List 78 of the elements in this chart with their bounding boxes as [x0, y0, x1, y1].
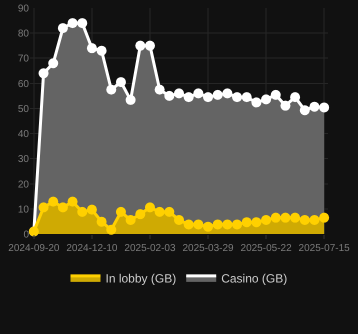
point — [270, 212, 281, 223]
x-tick-label: 2025-02-03 — [124, 243, 176, 254]
point — [270, 90, 281, 100]
point — [96, 216, 107, 227]
x-tick-label: 2024-09-20 — [8, 243, 60, 254]
y-tick-label: 10 — [18, 204, 30, 216]
x-tick-label: 2025-03-29 — [182, 243, 234, 254]
point — [290, 212, 300, 223]
point — [96, 46, 107, 56]
point — [68, 196, 78, 207]
point — [86, 43, 97, 54]
point — [116, 206, 126, 217]
point — [280, 100, 290, 111]
point — [77, 206, 88, 217]
point — [222, 88, 232, 98]
y-tick-label: 50 — [18, 104, 30, 115]
legend-label: Casino (GB) — [221, 272, 288, 286]
y-tick-label: 90 — [18, 4, 30, 14]
point — [251, 217, 262, 228]
y-tick-label: 70 — [18, 54, 30, 65]
point — [116, 77, 126, 88]
point — [48, 196, 58, 207]
y-tick-label: 60 — [18, 78, 30, 90]
point — [203, 92, 214, 102]
point — [174, 88, 184, 98]
point — [86, 204, 97, 215]
point — [174, 214, 184, 225]
point — [144, 40, 155, 51]
point — [319, 212, 330, 223]
point — [212, 219, 223, 230]
point — [300, 214, 310, 225]
point — [154, 206, 165, 217]
point — [144, 202, 155, 212]
point — [232, 92, 242, 102]
point — [58, 23, 68, 34]
point — [309, 214, 320, 225]
point — [48, 58, 58, 68]
point — [212, 90, 223, 100]
point — [135, 40, 146, 51]
point — [68, 18, 78, 28]
y-tick-label: 0 — [23, 230, 30, 240]
point — [290, 92, 300, 102]
point — [126, 214, 136, 225]
point — [232, 219, 242, 230]
y-tick-label: 20 — [18, 179, 30, 190]
point — [106, 224, 116, 235]
point — [106, 84, 116, 95]
point — [193, 88, 204, 98]
point — [58, 202, 68, 212]
point — [184, 219, 194, 230]
point — [135, 209, 146, 220]
y-tick-label: 30 — [18, 154, 30, 166]
point — [126, 94, 136, 105]
point — [280, 212, 290, 223]
point — [242, 217, 252, 228]
point — [184, 92, 194, 102]
point — [164, 90, 174, 101]
point — [309, 102, 320, 112]
y-tick-label: 80 — [18, 28, 30, 40]
point — [261, 94, 272, 104]
point — [300, 105, 310, 116]
point — [203, 222, 214, 232]
point — [222, 219, 232, 230]
x-tick-label: 2025-07-15 — [298, 243, 350, 254]
x-tick-label: 2025-05-22 — [240, 243, 292, 254]
point — [242, 92, 252, 102]
point — [261, 214, 272, 225]
legend-label: In lobby (GB) — [106, 272, 176, 286]
point — [154, 84, 165, 95]
x-tick-label: 2024-12-10 — [66, 243, 118, 254]
y-tick-label: 40 — [18, 129, 30, 140]
point — [38, 68, 49, 78]
point — [77, 18, 88, 28]
point — [251, 97, 262, 108]
point — [319, 102, 330, 112]
point — [164, 206, 174, 217]
point — [193, 219, 204, 230]
point — [38, 202, 49, 212]
